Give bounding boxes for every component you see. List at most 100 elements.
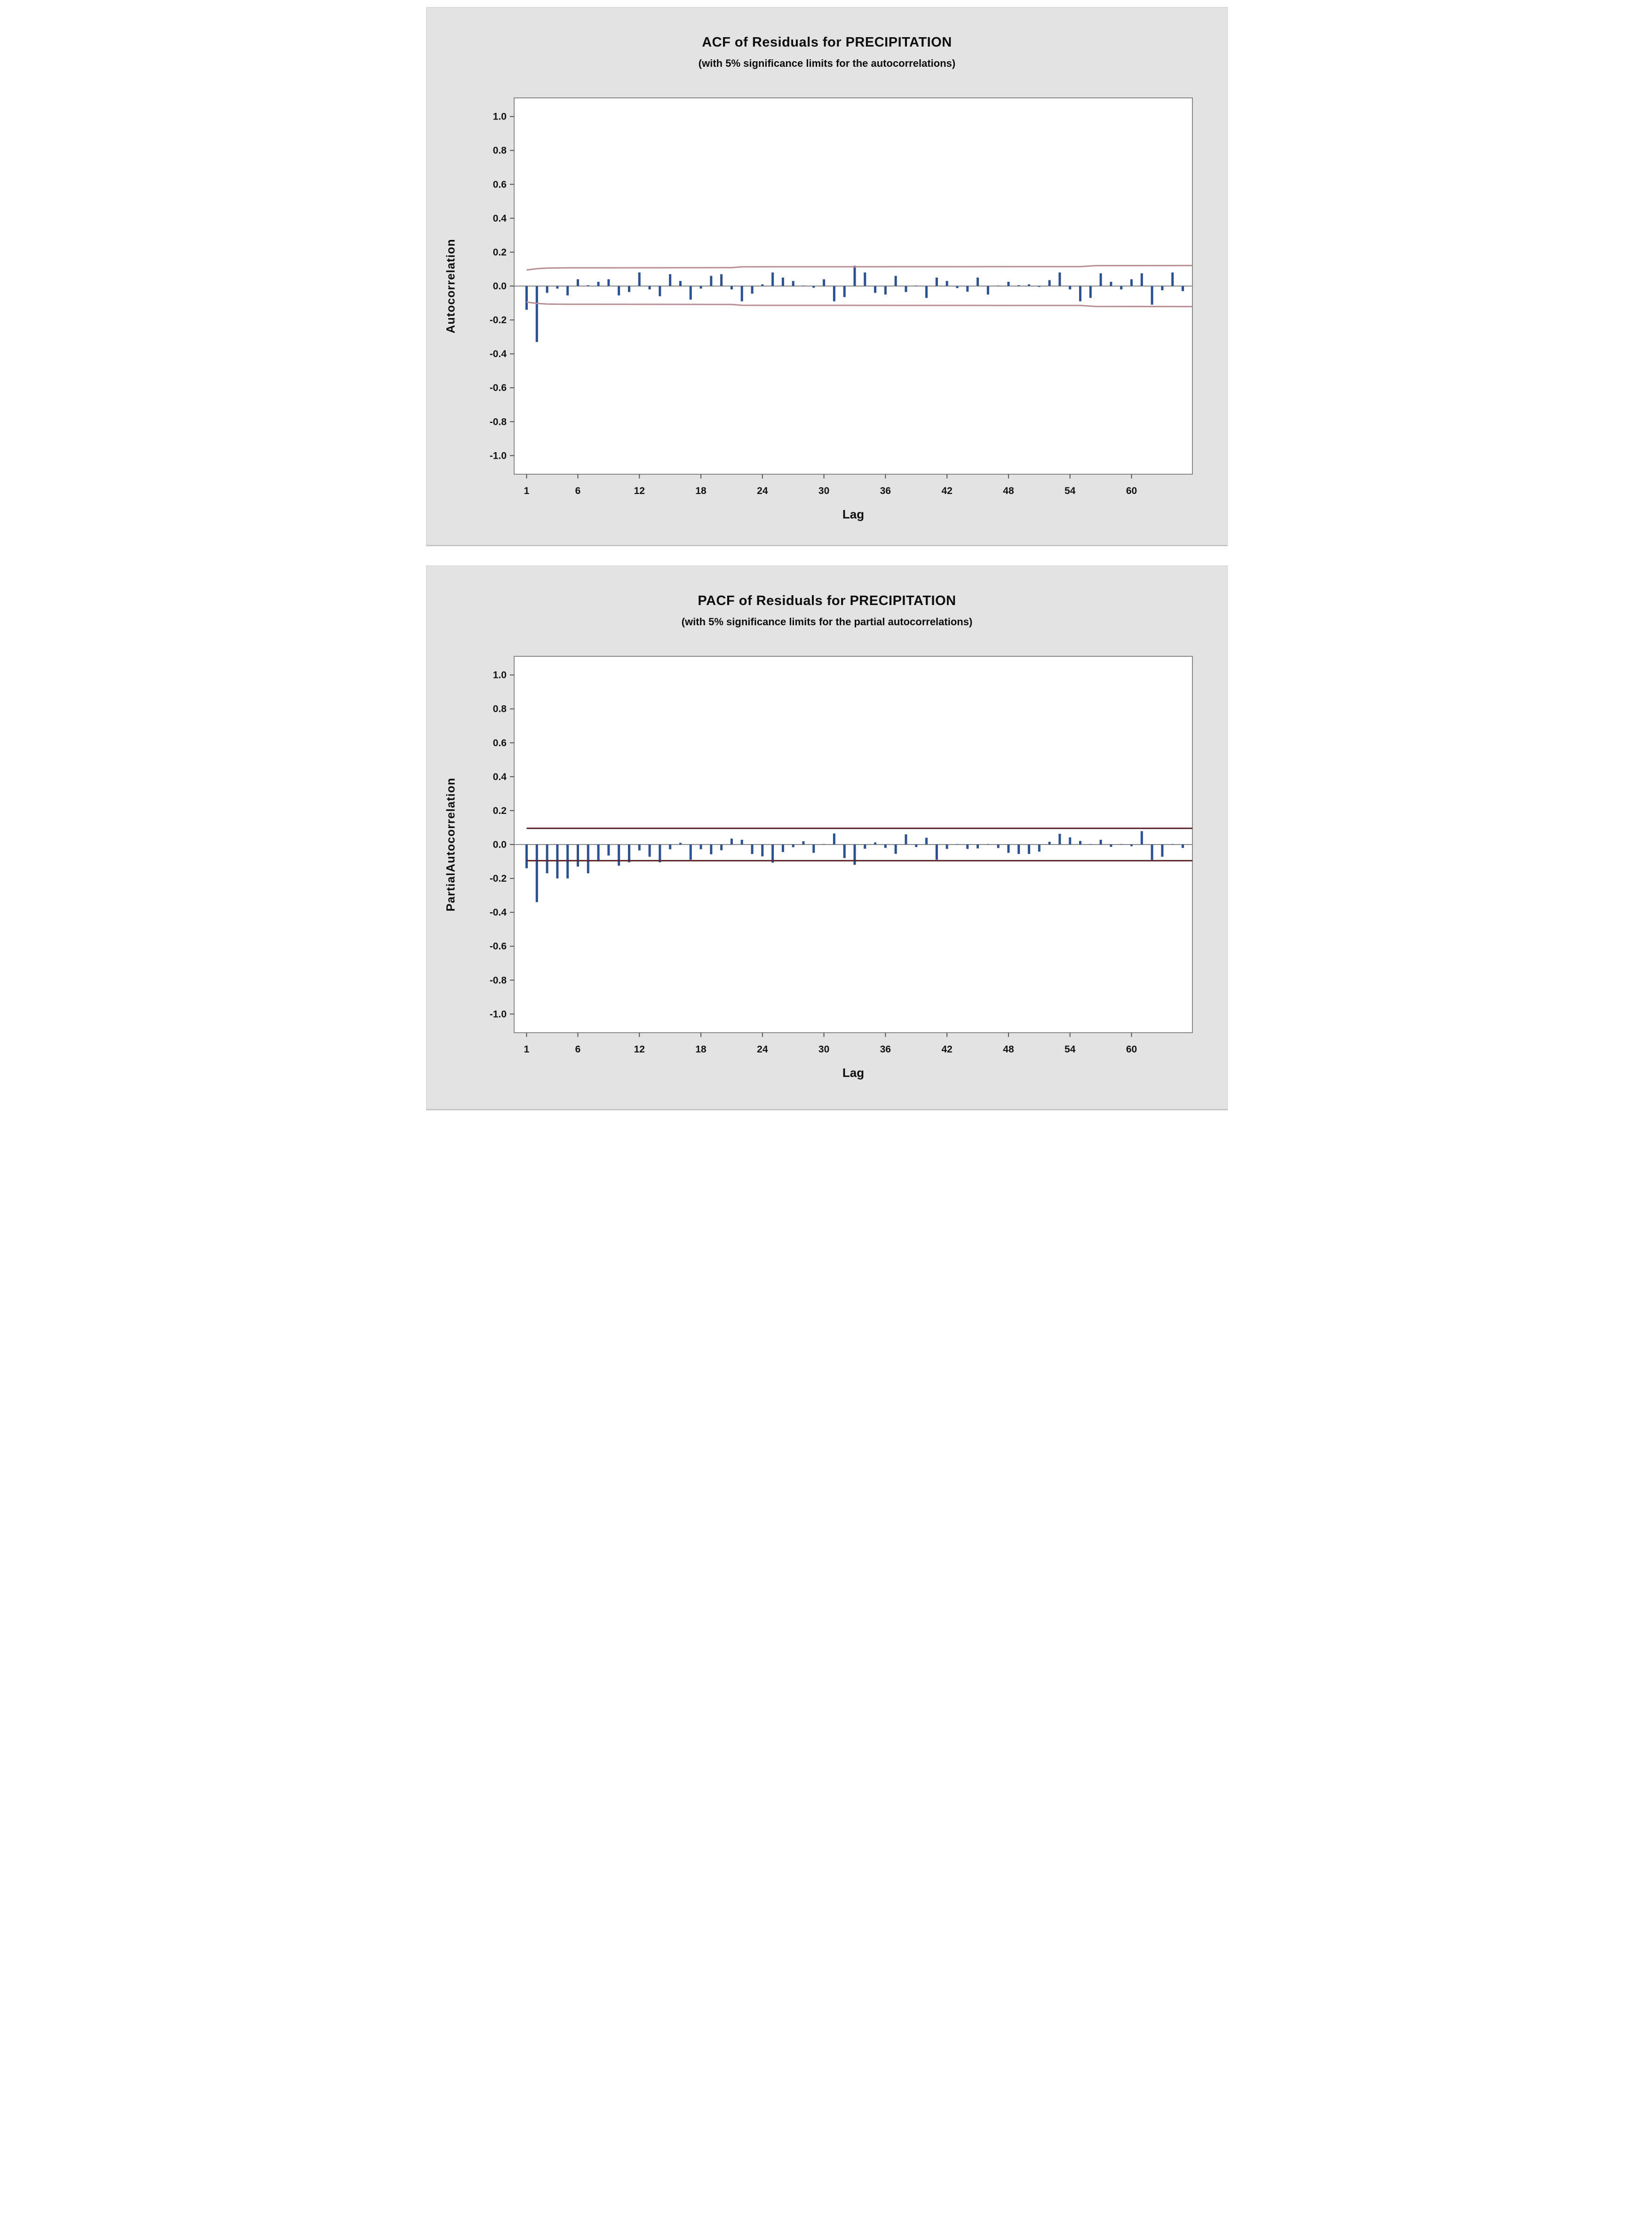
bar xyxy=(659,845,661,862)
bar xyxy=(812,845,815,853)
pacf-title: PACF of Residuals for PRECIPITATION xyxy=(698,593,956,608)
bar xyxy=(977,845,979,849)
pacf-x-axis-label: Lag xyxy=(842,1066,865,1080)
bar xyxy=(1130,279,1133,286)
x-tick-label: 1 xyxy=(524,486,530,496)
bar xyxy=(997,845,1000,848)
bar xyxy=(525,286,528,310)
bar xyxy=(679,281,682,286)
x-tick-label: 36 xyxy=(880,1044,891,1055)
bar xyxy=(986,844,989,845)
bar xyxy=(1099,273,1102,286)
bar xyxy=(1089,286,1092,298)
bar xyxy=(823,844,826,845)
bar xyxy=(894,845,897,854)
bar xyxy=(730,838,733,845)
bar xyxy=(1099,839,1102,845)
bar xyxy=(525,845,528,868)
bar xyxy=(956,286,959,288)
x-tick-label: 42 xyxy=(941,486,952,496)
bar xyxy=(1110,281,1112,286)
bar xyxy=(1038,286,1040,287)
bar xyxy=(1069,286,1072,290)
bar xyxy=(833,286,835,302)
bar xyxy=(710,845,713,854)
page: ACF of Residuals for PRECIPITATION (with… xyxy=(413,0,1239,1116)
bar xyxy=(730,286,733,290)
pacf-y-axis-ticks: 1.0 0.8 0.6 0.4 0.2 0.0 -0.2 -0.4 -0.6 -0.8 -1.0 xyxy=(490,670,514,1020)
x-tick-label: 1 xyxy=(524,1044,530,1055)
bar xyxy=(1017,285,1020,286)
bar xyxy=(689,286,692,300)
x-tick-label: 18 xyxy=(695,1044,707,1055)
y-tick-label: 1.0 xyxy=(493,670,507,681)
x-tick-label: 12 xyxy=(634,486,645,496)
bar xyxy=(1058,834,1061,845)
bar xyxy=(699,845,702,850)
bar xyxy=(1089,844,1092,845)
bar xyxy=(986,286,989,295)
bar xyxy=(853,265,856,286)
upper-significance-limit-line xyxy=(526,264,1192,271)
bar xyxy=(853,845,856,865)
lower-significance-limit-line xyxy=(526,301,1192,308)
bar xyxy=(966,286,969,292)
acf-y-axis-ticks: 1.0 0.8 0.6 0.4 0.2 0.0 -0.2 -0.4 -0.6 -0.8 -1.0 xyxy=(490,112,514,461)
x-tick-label: 48 xyxy=(1003,1044,1014,1055)
bar xyxy=(627,845,630,862)
y-tick-label: -1.0 xyxy=(490,1009,507,1020)
bar xyxy=(781,845,784,852)
bar xyxy=(771,845,774,863)
y-tick-label: 0.4 xyxy=(493,772,507,782)
bar xyxy=(751,286,754,294)
y-tick-label: -0.6 xyxy=(490,382,507,393)
x-tick-label: 18 xyxy=(695,486,707,496)
bar xyxy=(1130,845,1133,846)
acf-x-axis-label: Lag xyxy=(842,507,865,521)
bar xyxy=(618,845,620,866)
bar xyxy=(956,844,959,845)
bar xyxy=(566,286,569,295)
bar xyxy=(576,279,579,286)
bar xyxy=(546,286,548,293)
bar xyxy=(1007,845,1010,853)
pacf-x-axis-ticks: 1 6 12 18 24 30 36 42 48 54 60 xyxy=(524,1033,1137,1055)
bar xyxy=(1048,842,1051,845)
bar xyxy=(659,286,661,296)
pacf-chart: 1.0 0.8 0.6 0.4 0.2 0.0 -0.2 -0.4 -0.6 -0.8 -1.0 1 6… xyxy=(490,656,1193,1055)
y-tick-label: -0.8 xyxy=(490,416,507,427)
x-tick-label: 60 xyxy=(1126,1044,1137,1055)
x-tick-label: 24 xyxy=(757,486,768,496)
bar xyxy=(607,279,610,286)
bar xyxy=(945,281,948,286)
x-tick-label: 30 xyxy=(818,1044,829,1055)
x-tick-label: 30 xyxy=(818,486,829,496)
bar xyxy=(535,286,538,342)
bar xyxy=(1151,286,1153,305)
bar xyxy=(945,845,948,849)
bar xyxy=(812,286,815,288)
y-tick-label: -1.0 xyxy=(490,450,507,461)
bar xyxy=(576,845,579,867)
bar xyxy=(843,286,846,297)
x-tick-label: 24 xyxy=(757,1044,768,1055)
y-tick-label: 0.4 xyxy=(493,213,507,224)
bar xyxy=(925,837,928,845)
bar xyxy=(597,845,600,862)
bar xyxy=(556,845,559,879)
y-tick-label: 1.0 xyxy=(493,112,507,122)
x-tick-label: 54 xyxy=(1064,1044,1076,1055)
bar xyxy=(699,286,702,289)
bar xyxy=(720,845,723,851)
bar xyxy=(556,286,559,289)
bar xyxy=(1171,844,1174,845)
bar xyxy=(607,845,610,856)
bar xyxy=(720,274,723,286)
bar xyxy=(966,845,969,849)
bar xyxy=(925,286,928,298)
bar xyxy=(823,279,826,286)
bar xyxy=(1007,281,1010,286)
bar xyxy=(874,842,877,845)
bar xyxy=(587,845,589,874)
x-tick-label: 48 xyxy=(1003,486,1014,496)
